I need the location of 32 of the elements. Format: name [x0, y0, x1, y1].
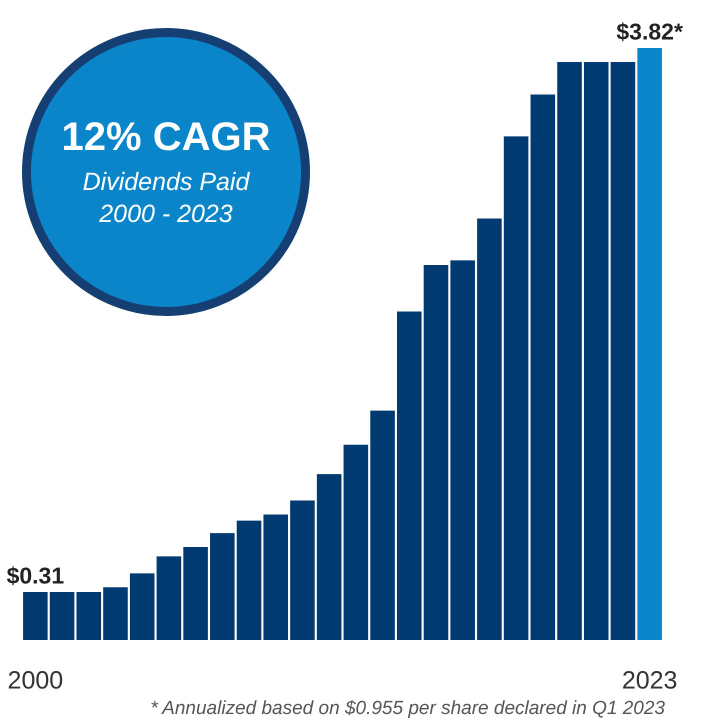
- bar: [530, 94, 556, 640]
- bar: [344, 444, 368, 640]
- bar: [370, 410, 395, 640]
- bar: [23, 592, 48, 640]
- bar: [584, 62, 609, 640]
- bar: [236, 520, 262, 640]
- x-tick-label: 2023: [622, 666, 678, 694]
- bar: [103, 587, 128, 640]
- bar: [130, 573, 154, 640]
- bar: [290, 500, 315, 640]
- bar: [210, 533, 235, 640]
- bar: [504, 136, 528, 640]
- text: * Annualized based on $0.955 per share declared in Q1 2023: [150, 698, 665, 720]
- bar: [557, 62, 582, 640]
- bar: [424, 264, 448, 640]
- bar: [610, 62, 636, 640]
- bar: [50, 592, 74, 640]
- bar: [316, 474, 342, 640]
- x-tick-label: 2000: [8, 666, 64, 694]
- bar: [76, 592, 102, 640]
- annotation: 2000 - 2023: [99, 198, 233, 230]
- annotation: Dividends Paid: [82, 166, 250, 198]
- data-label: $0.31: [6, 562, 64, 588]
- bar: [263, 514, 288, 640]
- data-label: $3.82*: [616, 18, 683, 44]
- bar: [477, 218, 502, 640]
- circle-badge: 12% CAGR Dividends Paid 2000 - 2023: [22, 28, 310, 316]
- bar: [637, 48, 662, 640]
- bar: [396, 311, 422, 640]
- bar: [450, 260, 475, 640]
- bar: [156, 556, 182, 640]
- bar: [183, 547, 208, 640]
